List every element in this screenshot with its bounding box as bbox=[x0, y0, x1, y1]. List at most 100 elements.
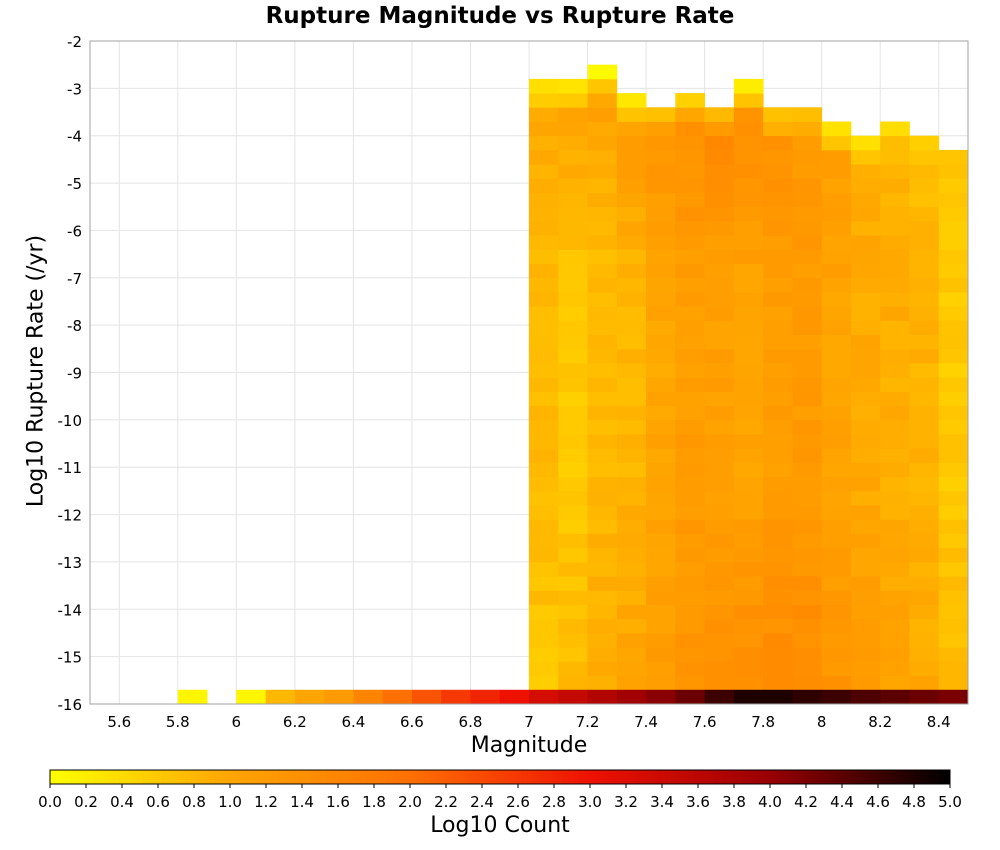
heatmap-cell bbox=[763, 547, 793, 563]
heatmap-cell bbox=[792, 448, 823, 463]
heatmap-cell bbox=[792, 647, 823, 662]
heatmap-cell bbox=[529, 576, 559, 591]
heatmap-cell bbox=[821, 405, 852, 421]
heatmap-cell bbox=[763, 448, 793, 463]
heatmap-cell bbox=[675, 363, 705, 378]
heatmap-cell bbox=[850, 519, 881, 534]
heatmap-cell bbox=[646, 377, 676, 392]
heatmap-cell bbox=[880, 334, 910, 350]
heatmap-cell bbox=[880, 419, 910, 435]
heatmap-cell bbox=[938, 632, 969, 648]
heatmap-cell bbox=[938, 561, 969, 577]
heatmap-cell bbox=[616, 291, 647, 307]
heatmap-cell bbox=[938, 363, 969, 378]
heatmap-cell bbox=[675, 291, 705, 307]
heatmap-cell bbox=[558, 192, 588, 208]
heatmap-cell bbox=[733, 405, 764, 421]
heatmap-cell bbox=[558, 291, 588, 307]
heatmap-cell bbox=[558, 391, 588, 407]
heatmap-cell bbox=[763, 220, 793, 236]
heatmap-cell bbox=[558, 604, 588, 620]
heatmap-cell bbox=[587, 576, 618, 591]
heatmap-cell bbox=[675, 448, 705, 463]
heatmap-cell bbox=[763, 263, 793, 279]
heatmap-cell bbox=[880, 263, 910, 279]
heatmap-cell bbox=[704, 348, 735, 364]
heatmap-cell bbox=[821, 632, 852, 648]
heatmap-cell bbox=[821, 419, 852, 435]
heatmap-cell bbox=[675, 220, 705, 236]
heatmap-cell bbox=[763, 490, 793, 506]
heatmap-cell bbox=[616, 689, 647, 705]
colorbar-tick-label: 1.0 bbox=[218, 793, 242, 811]
heatmap-cell bbox=[529, 107, 559, 122]
heatmap-cell bbox=[558, 547, 588, 563]
heatmap-cell bbox=[821, 689, 852, 705]
heatmap-cell bbox=[704, 377, 735, 392]
heatmap-cell bbox=[909, 249, 940, 264]
heatmap-cell bbox=[499, 689, 530, 705]
heatmap-cell bbox=[792, 533, 823, 549]
colorbar-ticks: 0.0 0.2 0.4 0.6 0.8 1.0 1.2 1.4 1.6 1.8 2.0 2.2 2.4 2… bbox=[38, 784, 962, 811]
heatmap-cell bbox=[909, 576, 940, 591]
heatmap-cell bbox=[792, 519, 823, 534]
heatmap-cell bbox=[733, 519, 764, 534]
heatmap-cell bbox=[675, 93, 705, 108]
heatmap-cell bbox=[529, 434, 559, 449]
heatmap-cell bbox=[353, 689, 384, 705]
heatmap-cell bbox=[529, 320, 559, 336]
heatmap-cell bbox=[733, 675, 764, 691]
heatmap-cell bbox=[821, 533, 852, 549]
heatmap-cell bbox=[850, 306, 881, 321]
heatmap-cell bbox=[880, 505, 910, 520]
heatmap-cell bbox=[821, 576, 852, 591]
heatmap-cell bbox=[558, 661, 588, 676]
heatmap-cell bbox=[792, 164, 823, 179]
heatmap-cell bbox=[821, 192, 852, 208]
heatmap-cell bbox=[704, 448, 735, 463]
heatmap-cell bbox=[880, 661, 910, 676]
heatmap-cell bbox=[909, 306, 940, 321]
heatmap-cell bbox=[821, 121, 852, 137]
heatmap-cell bbox=[558, 306, 588, 321]
heatmap-cell bbox=[792, 377, 823, 392]
heatmap-cell bbox=[646, 291, 676, 307]
heatmap-cell bbox=[558, 206, 588, 222]
heatmap-cell bbox=[616, 434, 647, 449]
colorbar-tick-label: 2.0 bbox=[398, 793, 422, 811]
heatmap-cell bbox=[880, 277, 910, 293]
heatmap-cell bbox=[646, 476, 676, 492]
heatmap-cell bbox=[733, 93, 764, 108]
heatmap-cell bbox=[733, 306, 764, 321]
heatmap-cell bbox=[763, 178, 793, 193]
heatmap-cell bbox=[675, 377, 705, 392]
heatmap-cell bbox=[821, 561, 852, 577]
heatmap-cell bbox=[733, 618, 764, 634]
heatmap-cell bbox=[850, 348, 881, 364]
heatmap-cell bbox=[675, 235, 705, 250]
heatmap-cell bbox=[646, 235, 676, 250]
heatmap-cell bbox=[733, 164, 764, 179]
heatmap-cell bbox=[616, 533, 647, 549]
heatmap-cell bbox=[792, 547, 823, 563]
heatmap-cell bbox=[529, 135, 559, 151]
heatmap-cell bbox=[763, 235, 793, 250]
heatmap-cell bbox=[880, 618, 910, 634]
heatmap-cell bbox=[792, 206, 823, 222]
heatmap-cell bbox=[733, 78, 764, 94]
heatmap-cell bbox=[587, 306, 618, 321]
heatmap-cell bbox=[616, 135, 647, 151]
heatmap-cell bbox=[587, 604, 618, 620]
heatmap-cell bbox=[821, 505, 852, 520]
heatmap-cell bbox=[763, 121, 793, 137]
heatmap-cell bbox=[909, 291, 940, 307]
chart-title: Rupture Magnitude vs Rupture Rate bbox=[265, 3, 735, 29]
heatmap-cell bbox=[880, 363, 910, 378]
heatmap-cell bbox=[880, 405, 910, 421]
heatmap-cell bbox=[792, 192, 823, 208]
heatmap-cell bbox=[938, 533, 969, 549]
heatmap-cell bbox=[938, 334, 969, 350]
heatmap-cell bbox=[704, 334, 735, 350]
x-tick-label: 5.6 bbox=[107, 713, 131, 731]
heatmap-cell bbox=[821, 377, 852, 392]
